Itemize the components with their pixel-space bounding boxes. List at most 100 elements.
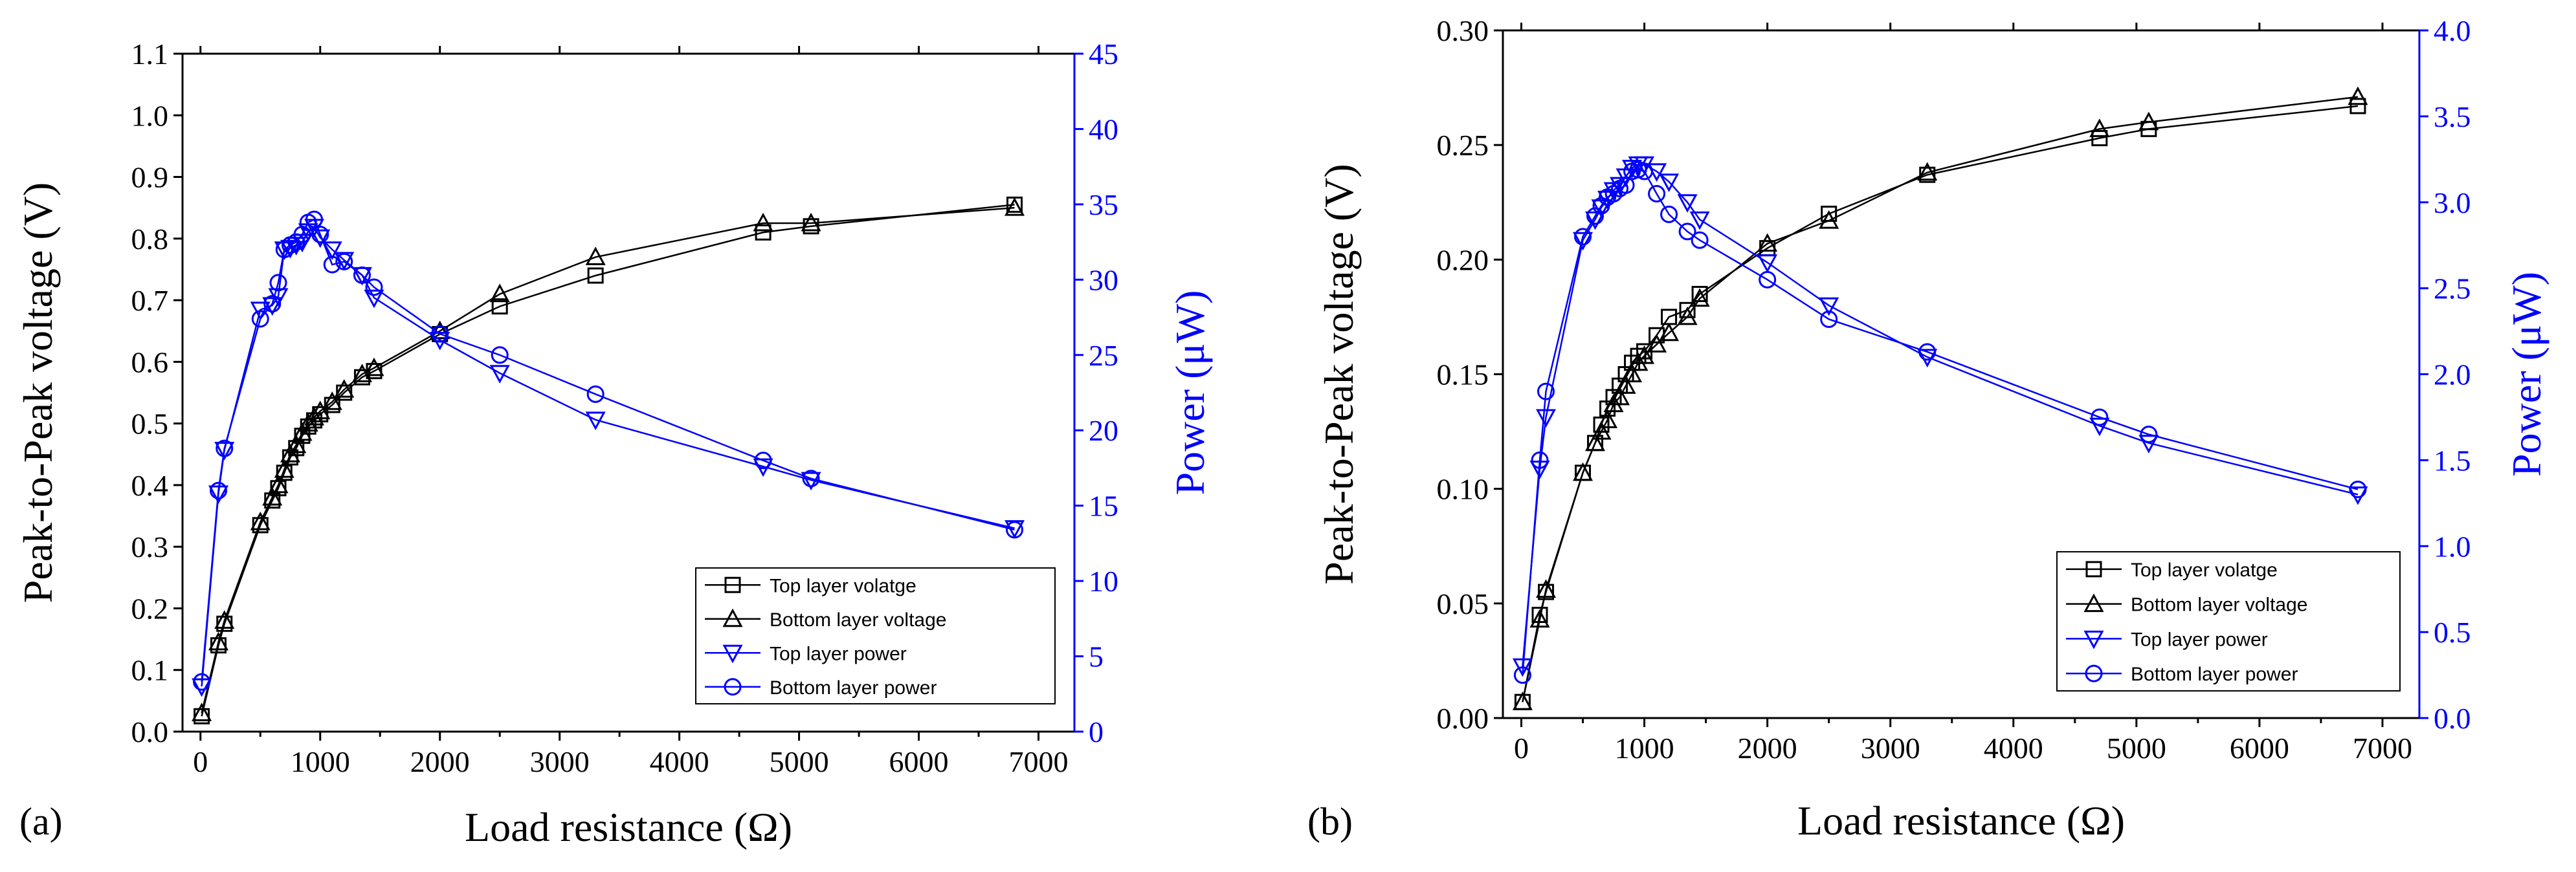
x-tick-label: 3000 bbox=[1861, 732, 1920, 765]
data-point bbox=[1574, 228, 1592, 246]
series-line bbox=[201, 218, 1015, 682]
data-point bbox=[1616, 375, 1636, 394]
x-tick-label: 1000 bbox=[1615, 732, 1674, 765]
y2-tick-label: 40 bbox=[1089, 113, 1118, 146]
y-tick-label: 0.3 bbox=[131, 530, 169, 563]
legend-label: Bottom layer power bbox=[770, 677, 937, 699]
data-point bbox=[216, 439, 234, 457]
data-point bbox=[491, 298, 508, 315]
data-point bbox=[322, 391, 342, 410]
data-point bbox=[1591, 420, 1612, 440]
data-point bbox=[1537, 382, 1555, 400]
data-point bbox=[1573, 232, 1593, 251]
data-point bbox=[335, 252, 353, 270]
y2-tick-label: 3.5 bbox=[2434, 100, 2471, 133]
x-tick-label: 2000 bbox=[1738, 732, 1797, 765]
y2-tick-label: 35 bbox=[1089, 188, 1118, 221]
data-point bbox=[1677, 306, 1698, 325]
data-point bbox=[365, 278, 383, 296]
data-point bbox=[1759, 270, 1777, 289]
data-point bbox=[323, 256, 341, 274]
data-point bbox=[311, 225, 329, 243]
y-tick-label: 0.0 bbox=[131, 715, 169, 748]
data-point bbox=[250, 511, 271, 530]
y-tick-label: 0.9 bbox=[131, 161, 169, 194]
y2-tick-label: 1.5 bbox=[2434, 444, 2471, 477]
plot-area-b: 0 1000 2000 3000 4000 5000 6000 7000 0.00 0.05 0.1… bbox=[1307, 14, 2549, 844]
y-tick-label: 0.2 bbox=[131, 592, 169, 625]
data-point bbox=[2140, 426, 2158, 444]
data-point bbox=[587, 267, 604, 284]
data-point bbox=[1536, 579, 1557, 598]
y-tick-label: 0.20 bbox=[1437, 243, 1489, 276]
legend-label: Bottom layer power bbox=[2131, 664, 2298, 685]
data-point bbox=[1531, 451, 1549, 469]
data-point bbox=[310, 229, 331, 248]
y2-tick-label: 3.0 bbox=[2434, 186, 2471, 219]
x-axis-label: Load resistance (Ω) bbox=[1797, 798, 2125, 844]
panel-label: (b) bbox=[1307, 800, 1353, 843]
data-point bbox=[214, 610, 235, 629]
data-point bbox=[192, 703, 212, 721]
data-point bbox=[364, 357, 384, 376]
data-point bbox=[1689, 288, 1710, 307]
data-point bbox=[268, 474, 289, 494]
data-point bbox=[1647, 334, 1667, 353]
legend-marker bbox=[722, 608, 743, 627]
data-point bbox=[1610, 386, 1630, 406]
x-tick-label: 6000 bbox=[889, 745, 949, 778]
data-point bbox=[753, 212, 773, 232]
y2-tick-label: 10 bbox=[1089, 565, 1118, 598]
y-tick-label: 0.30 bbox=[1437, 14, 1489, 47]
data-point bbox=[251, 310, 269, 328]
data-point bbox=[1819, 297, 1839, 316]
x-tick-label: 4000 bbox=[650, 745, 709, 778]
y-tick-label: 0.4 bbox=[131, 469, 169, 502]
y2-tick-label: 20 bbox=[1089, 414, 1118, 447]
data-point bbox=[2089, 118, 2110, 137]
data-point bbox=[274, 459, 294, 478]
data-point bbox=[1512, 658, 1533, 677]
data-point bbox=[1820, 310, 1838, 328]
series-circle bbox=[1513, 160, 2367, 684]
data-point bbox=[2349, 481, 2367, 499]
data-point bbox=[1597, 409, 1618, 428]
y-tick-label: 1.1 bbox=[131, 38, 169, 71]
panel-label: (a) bbox=[19, 800, 63, 843]
legend-marker bbox=[2083, 593, 2104, 613]
data-point bbox=[1659, 173, 1680, 193]
data-point bbox=[1585, 432, 1606, 452]
series-triangle-up bbox=[1512, 86, 2368, 710]
x-tick-label: 1000 bbox=[291, 745, 350, 778]
legend-label: Bottom layer voltage bbox=[770, 609, 946, 631]
y-tick-label: 0.10 bbox=[1437, 473, 1489, 506]
y2-tick-label: 0 bbox=[1089, 715, 1104, 748]
legend-marker bbox=[2083, 630, 2104, 649]
legend-marker bbox=[2085, 561, 2102, 578]
data-point bbox=[1006, 521, 1024, 539]
data-point bbox=[208, 631, 229, 651]
data-point bbox=[364, 289, 384, 309]
data-point bbox=[1529, 609, 1550, 628]
x-tick-label: 0 bbox=[193, 745, 208, 778]
data-point bbox=[1538, 583, 1555, 600]
y-tick-label: 1.0 bbox=[131, 99, 169, 132]
data-point bbox=[1536, 409, 1557, 428]
y2-tick-label: 30 bbox=[1089, 263, 1118, 296]
data-point bbox=[2138, 111, 2159, 131]
y-tick-label: 0.8 bbox=[131, 223, 169, 256]
y2-tick-label: 2.0 bbox=[2434, 358, 2471, 391]
data-point bbox=[2348, 86, 2368, 105]
x-tick-label: 7000 bbox=[2353, 732, 2412, 765]
x-tick-label: 6000 bbox=[2230, 732, 2289, 765]
y-tick-label: 0.00 bbox=[1437, 702, 1489, 735]
data-point bbox=[1597, 190, 1618, 210]
data-point bbox=[280, 444, 300, 463]
legend-label: Top layer volatge bbox=[2131, 560, 2278, 581]
data-point bbox=[305, 210, 323, 228]
data-point bbox=[489, 283, 510, 303]
data-point bbox=[1691, 231, 1709, 249]
data-point bbox=[263, 295, 282, 313]
data-point bbox=[801, 212, 821, 232]
data-point bbox=[1757, 233, 1778, 252]
